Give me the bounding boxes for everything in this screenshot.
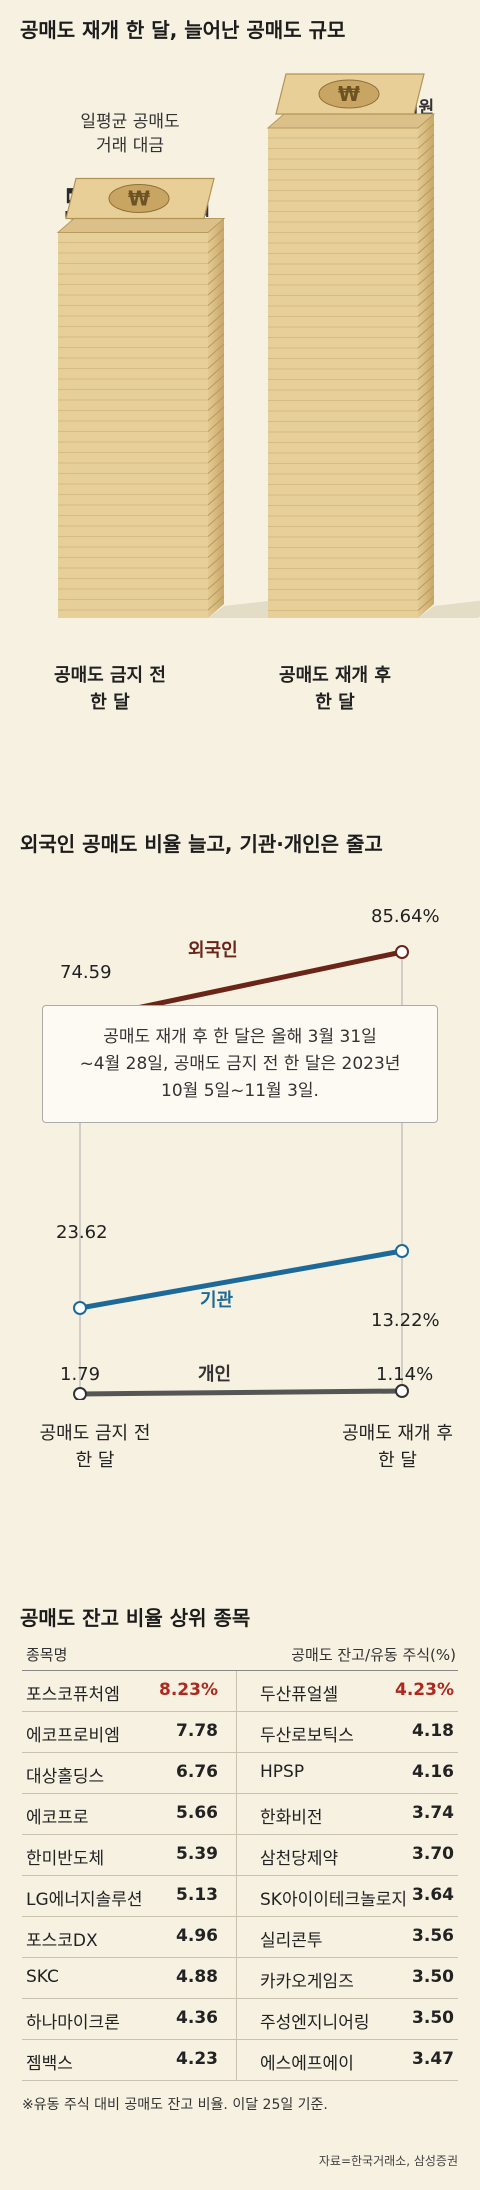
section3-title: 공매도 잔고 비율 상위 종목: [20, 1606, 251, 1630]
col-header-name: 종목명: [26, 1646, 68, 1664]
ratio-right: 3.74: [412, 1803, 454, 1823]
stock-name-left: 포스코퓨처엠: [26, 1685, 120, 1705]
stock-name-left: 하나마이크론: [26, 2013, 120, 2033]
ratio-left: 6.76: [176, 1762, 218, 1782]
table-row: 포스코퓨처엠 8.23% 두산퓨얼셀 4.23%: [22, 1671, 458, 1712]
table-row: 대상홀딩스 6.76 HPSP 4.16: [22, 1753, 458, 1794]
institution-right-label: 13.22%: [371, 1310, 440, 1331]
data-point: [73, 1301, 87, 1315]
stock-name-right: 삼천당제약: [260, 1849, 339, 1869]
table-row: 에코프로비엠 7.78 두산로보틱스 4.18: [22, 1712, 458, 1753]
ratio-right: 3.56: [412, 1926, 454, 1946]
series-line-1: [77, 1248, 405, 1311]
ratio-right: 4.23%: [395, 1680, 454, 1700]
table-header: 종목명 공매도 잔고/유동 주식(%): [22, 1636, 458, 1671]
stock-name-right: 한화비전: [260, 1808, 323, 1828]
table-row: 하나마이크론 4.36 주성엔지니어링 3.50: [22, 1999, 458, 2040]
table-row: 한미반도체 5.39 삼천당제약 3.70: [22, 1835, 458, 1876]
ratio-right: 3.50: [412, 1967, 454, 1987]
stock-name-right: 두산퓨얼셀: [260, 1685, 339, 1705]
institution-series-name: 기관: [200, 1290, 234, 1311]
ratio-left: 4.96: [176, 1926, 218, 1946]
series-line-2: [77, 1388, 405, 1397]
ratio-right: 4.18: [412, 1721, 454, 1741]
ratio-right: 3.64: [412, 1885, 454, 1905]
table-row: SKC 4.88 카카오게임즈 3.50: [22, 1958, 458, 1999]
stock-name-left: 대상홀딩스: [26, 1767, 105, 1787]
ratio-left: 5.13: [176, 1885, 218, 1905]
table-row: LG에너지솔루션 5.13 SK아이이테크놀로지 3.64: [22, 1876, 458, 1917]
individual-left-label: 1.79: [60, 1364, 101, 1385]
data-point: [395, 1384, 409, 1398]
ratio-left: 4.23: [176, 2049, 218, 2069]
individual-right-label: 1.14%: [376, 1364, 434, 1385]
ratio-right: 3.47: [412, 2049, 454, 2069]
table-row: 젬백스 4.23 에스에프에이 3.47: [22, 2040, 458, 2081]
stock-name-right: 두산로보틱스: [260, 1726, 354, 1746]
table-row: 에코프로 5.66 한화비전 3.74: [22, 1794, 458, 1835]
stock-name-left: LG에너지솔루션: [26, 1890, 143, 1910]
won-icon: ₩: [338, 82, 360, 106]
data-point: [395, 1244, 409, 1258]
stock-name-right: SK아이이테크놀로지: [260, 1890, 408, 1910]
ratio-left: 4.88: [176, 1967, 218, 1987]
stock-name-right: 주성엔지니어링: [260, 2013, 370, 2033]
table-row: 포스코DX 4.96 실리콘투 3.56: [22, 1917, 458, 1958]
section2-title: 외국인 공매도 비율 늘고, 기관·개인은 줄고: [20, 832, 383, 856]
foreign-series-name: 외국인: [188, 940, 238, 961]
table-column-divider: [236, 1671, 237, 2081]
won-icon: ₩: [128, 186, 150, 210]
ratio-left: 5.66: [176, 1803, 218, 1823]
institution-left-label: 23.62: [56, 1222, 108, 1243]
bill-stacks-chart: ₩₩: [56, 73, 480, 618]
stack-shadow: [418, 600, 480, 618]
data-point: [395, 945, 409, 959]
stock-name-left: 포스코DX: [26, 1931, 98, 1951]
stock-name-left: 에코프로: [26, 1808, 89, 1828]
stock-name-right: 실리콘투: [260, 1931, 323, 1951]
stock-name-left: 에코프로비엠: [26, 1726, 120, 1746]
ratio-right: 4.16: [412, 1762, 454, 1782]
ratio-left: 4.36: [176, 2008, 218, 2028]
stock-name-left: 젬백스: [26, 2054, 73, 2074]
bill-stack: ₩: [56, 177, 226, 618]
ratio-right: 3.70: [412, 1844, 454, 1864]
bill-stack: ₩: [266, 73, 436, 618]
ratio-left: 5.39: [176, 1844, 218, 1864]
stock-name-left: SKC: [26, 1967, 59, 1987]
stock-name-right: 카카오게임즈: [260, 1972, 354, 1992]
col-header-ratio: 공매도 잔고/유동 주식(%): [291, 1646, 456, 1664]
ratio-right: 3.50: [412, 2008, 454, 2028]
footnote: ※유동 주식 대비 공매도 잔고 비율. 이달 25일 기준.: [22, 2097, 328, 2113]
stock-name-left: 한미반도체: [26, 1849, 105, 1869]
data-point: [73, 1387, 87, 1400]
stock-name-right: 에스에프에이: [260, 2054, 354, 2074]
stock-name-right: HPSP: [260, 1762, 305, 1782]
source-credit: 자료=한국거래소, 삼성증권: [318, 2154, 458, 2168]
period-note: 공매도 재개 후 한 달은 올해 3월 31일 ~4월 28일, 공매도 금지 …: [42, 1005, 438, 1123]
ratio-left: 7.78: [176, 1721, 218, 1741]
individual-series-name: 개인: [198, 1364, 232, 1385]
ratio-left: 8.23%: [159, 1680, 218, 1700]
foreign-left-label: 74.59: [60, 962, 112, 983]
foreign-right-label: 85.64%: [371, 906, 440, 927]
amount-label: 일평균 공매도 거래 대금: [80, 112, 180, 156]
section1-title: 공매도 재개 한 달, 늘어난 공매도 규모: [20, 18, 346, 42]
